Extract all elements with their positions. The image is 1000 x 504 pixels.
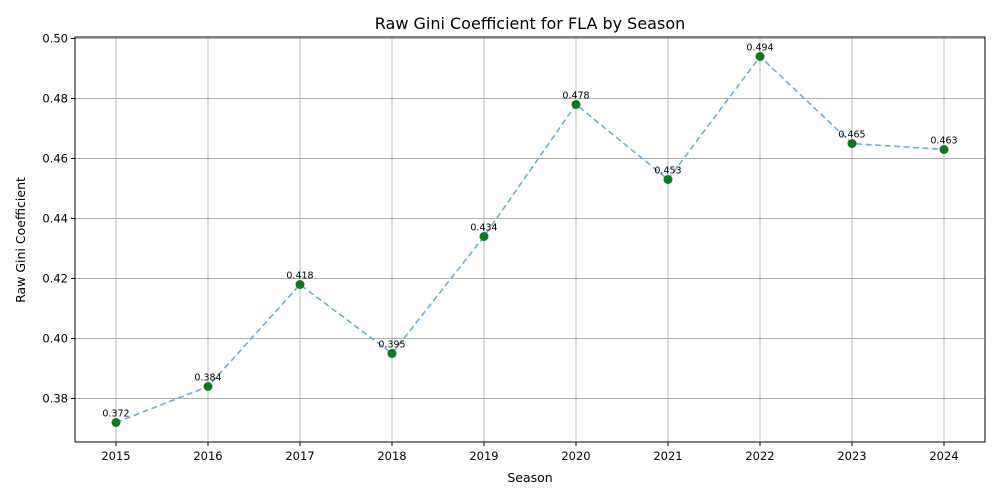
data-label: 0.372 — [102, 409, 129, 420]
y-tick-label: 0.44 — [42, 212, 68, 226]
data-label: 0.384 — [194, 373, 221, 384]
y-tick-label: 0.48 — [42, 92, 68, 106]
y-axis-label: Raw Gini Coefficient — [13, 177, 28, 303]
data-label: 0.494 — [746, 43, 773, 54]
data-label: 0.434 — [470, 223, 497, 234]
axes: 2015 2016 2017 2018 2019 2020 2021 2022 2023 2024… — [42, 32, 986, 463]
y-tick-label: 0.42 — [42, 272, 68, 286]
data-point — [479, 232, 489, 241]
data-label: 0.463 — [930, 136, 957, 147]
y-tick-label: 0.50 — [42, 32, 68, 46]
data-label: 0.453 — [654, 166, 681, 177]
series-layer — [111, 52, 949, 427]
data-label: 0.465 — [838, 130, 865, 141]
data-point — [203, 382, 213, 391]
x-axis-label: Season — [507, 470, 552, 485]
x-tick-label: 2017 — [285, 449, 314, 463]
data-label: 0.478 — [562, 91, 589, 102]
x-tick-label: 2022 — [745, 449, 774, 463]
chart-title: Raw Gini Coefficient for FLA by Season — [375, 14, 686, 33]
data-point — [571, 100, 581, 109]
y-tick-label: 0.46 — [42, 152, 68, 166]
data-labels: 0.372 0.384 0.418 0.395 0.434 0.478 0.453 0.494… — [102, 43, 957, 420]
series-line — [115, 55, 945, 424]
x-tick-label: 2020 — [561, 449, 590, 463]
data-point — [387, 349, 397, 358]
data-label: 0.418 — [286, 271, 313, 282]
data-label: 0.395 — [378, 340, 405, 351]
y-tick-label: 0.40 — [42, 332, 68, 346]
y-tick-label: 0.38 — [42, 392, 68, 406]
x-tick-label: 2015 — [101, 449, 130, 463]
x-tick-label: 2021 — [653, 449, 682, 463]
data-point — [663, 175, 673, 184]
plot-frame — [74, 36, 986, 443]
x-tick-label: 2018 — [377, 449, 406, 463]
data-point — [847, 139, 857, 148]
data-point — [111, 418, 121, 427]
x-tick-label: 2023 — [837, 449, 866, 463]
data-point — [755, 52, 765, 61]
x-tick-label: 2016 — [193, 449, 222, 463]
x-tick-label: 2024 — [929, 449, 958, 463]
data-point — [939, 145, 949, 154]
x-tick-label: 2019 — [469, 449, 498, 463]
data-point — [295, 280, 305, 289]
